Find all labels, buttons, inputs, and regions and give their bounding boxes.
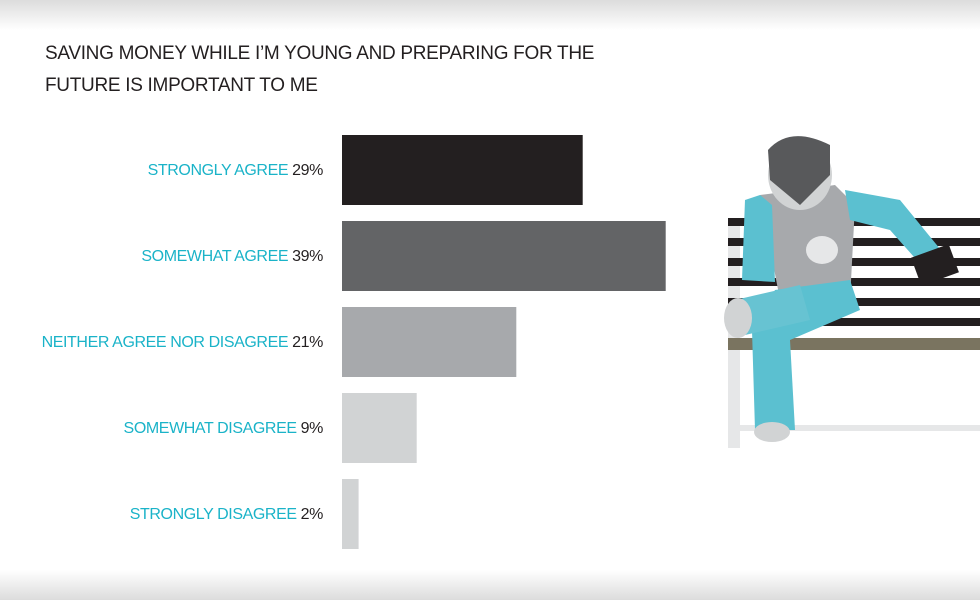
bar-label: SOMEWHAT DISAGREE 9% xyxy=(124,420,324,437)
category-label: STRONGLY DISAGREE xyxy=(130,506,297,523)
bar xyxy=(342,135,583,205)
value-label: 2% xyxy=(301,506,323,523)
category-label: NEITHER AGREE NOR DISAGREE xyxy=(42,334,289,351)
category-label: SOMEWHAT AGREE xyxy=(141,248,288,265)
value-label: 9% xyxy=(301,420,323,437)
bar-label: NEITHER AGREE NOR DISAGREE 21% xyxy=(42,334,324,351)
bar-label: STRONGLY DISAGREE 2% xyxy=(130,506,323,523)
value-label: 39% xyxy=(292,248,323,265)
bar xyxy=(342,307,517,377)
category-label: SOMEWHAT DISAGREE xyxy=(124,420,297,437)
bar xyxy=(342,221,666,291)
bar-label: SOMEWHAT AGREE 39% xyxy=(141,248,323,265)
category-label: STRONGLY AGREE xyxy=(148,162,289,179)
chart-title: SAVING MONEY WHILE I’M YOUNG AND PREPARI… xyxy=(45,43,595,96)
bar xyxy=(342,393,417,463)
value-label: 29% xyxy=(292,162,323,179)
bar xyxy=(342,479,359,549)
value-label: 21% xyxy=(292,334,323,351)
bar-label: STRONGLY AGREE 29% xyxy=(148,162,324,179)
illustration xyxy=(724,136,980,448)
